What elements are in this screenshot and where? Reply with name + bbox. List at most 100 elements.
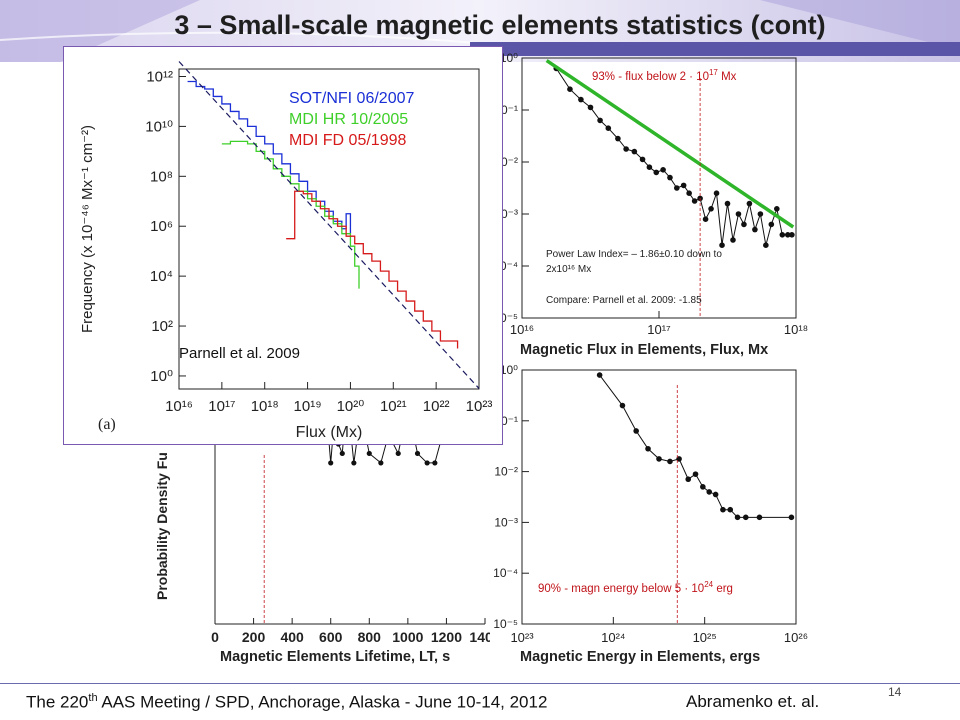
x-tick-label: 10²⁵ bbox=[693, 630, 717, 645]
data-point bbox=[656, 456, 662, 462]
y-axis-label: Frequency (x 10⁻⁴⁶ Mx⁻¹ cm⁻²) bbox=[79, 125, 96, 333]
power-law-fit bbox=[545, 59, 795, 229]
data-point bbox=[567, 86, 573, 92]
x-tick-label: 10¹⁷ bbox=[208, 398, 235, 415]
lifetime-chart: 0 200 400 600 800 1000 1200 1400 Probability Den… bbox=[154, 365, 490, 665]
y-tick-label: 10⁻³ bbox=[494, 515, 518, 529]
histogram-series bbox=[286, 190, 459, 349]
data-point bbox=[578, 96, 584, 103]
plot-frame bbox=[521, 57, 797, 319]
legend-entry: MDI HR 10/2005 bbox=[289, 111, 408, 128]
data-point bbox=[691, 198, 698, 204]
data-point bbox=[351, 460, 357, 466]
data-point bbox=[587, 104, 594, 111]
x-tick-label: 200 bbox=[242, 629, 266, 645]
data-point bbox=[768, 221, 775, 228]
data-point bbox=[763, 242, 769, 248]
x-tick-label: 10²¹ bbox=[380, 398, 407, 415]
fit-line bbox=[178, 61, 480, 389]
x-tick-label: 0 bbox=[211, 629, 219, 645]
parnell-chart: 10¹⁶ 10¹⁷ 10¹⁸ 10¹⁹ 10²⁰ 10²¹ 10²² 10²³ 10⁰ 10² 10… bbox=[79, 61, 492, 441]
x-tick-label: 1000 bbox=[392, 629, 423, 645]
data-point bbox=[708, 206, 714, 212]
data-point bbox=[727, 506, 734, 513]
x-axis-label: Flux (Mx) bbox=[296, 424, 363, 441]
y-tick-label: 10¹⁰ bbox=[145, 118, 173, 135]
x-tick-label: 10²⁴ bbox=[601, 630, 625, 645]
y-tick-label: 10⁻⁴ bbox=[493, 566, 518, 580]
data-line bbox=[555, 68, 792, 246]
data-point bbox=[623, 146, 629, 152]
x-tick-label: 10¹⁸ bbox=[251, 398, 279, 415]
data-point bbox=[756, 514, 763, 521]
data-point bbox=[706, 489, 713, 495]
title-accent-bar bbox=[470, 42, 960, 56]
comparison-note: Compare: Parnell et al. 2009: -1.85 bbox=[546, 295, 702, 306]
data-point bbox=[424, 460, 430, 466]
y-tick-label: 10⁻⁵ bbox=[493, 617, 518, 631]
y-tick-label: 10⁰ bbox=[150, 368, 173, 385]
y-tick-label: 10⁰ bbox=[500, 51, 518, 65]
x-tick-label: 10¹⁶ bbox=[510, 322, 534, 337]
power-law-note: Power Law Index= – 1.86±0.10 down to bbox=[546, 249, 722, 260]
data-point bbox=[646, 164, 653, 170]
flux-panel: 10⁰ 10⁻¹ 10⁻² 10⁻³ 10⁻⁴ 10⁻⁵ 10¹⁶ 10¹⁷ 10¹⁸ 93% -… bbox=[480, 50, 810, 366]
data-line bbox=[599, 374, 792, 518]
data-point bbox=[724, 200, 731, 207]
x-tick-label: 10¹⁸ bbox=[784, 322, 808, 337]
data-point bbox=[735, 211, 742, 217]
lifetime-panel: 0 200 400 600 800 1000 1200 1400 Probability Den… bbox=[145, 365, 490, 670]
energy-annotation: 90% - magn energy below 5 · 1024 erg bbox=[538, 580, 733, 595]
y-axis-label: Probability Density Fu bbox=[154, 452, 170, 600]
slide-title: 3 – Small-scale magnetic elements statis… bbox=[174, 10, 826, 40]
data-point bbox=[395, 450, 401, 457]
data-point bbox=[653, 169, 660, 176]
panel-label: (a) bbox=[98, 416, 116, 433]
x-tick-label: 10¹⁷ bbox=[647, 322, 671, 337]
data-point bbox=[378, 460, 384, 466]
data-point bbox=[686, 190, 692, 196]
y-tick-label: 10² bbox=[151, 318, 173, 335]
x-axis-label: Magnetic Energy in Elements, ergs bbox=[520, 649, 760, 665]
x-tick-label: 10²² bbox=[423, 398, 450, 415]
x-tick-label: 10²⁰ bbox=[337, 398, 365, 415]
y-tick-label: 10¹² bbox=[146, 68, 173, 85]
x-tick-label: 10¹⁹ bbox=[294, 398, 322, 415]
x-tick-label: 800 bbox=[358, 629, 382, 645]
x-axis-label: Magnetic Flux in Elements, Flux, Mx bbox=[520, 342, 768, 358]
data-point bbox=[752, 226, 758, 233]
data-point bbox=[757, 211, 764, 217]
data-point bbox=[712, 491, 719, 498]
x-tick-label: 10²⁶ bbox=[784, 630, 808, 645]
data-point bbox=[366, 450, 372, 457]
x-tick-label: 400 bbox=[280, 629, 304, 645]
data-point bbox=[742, 514, 749, 521]
power-law-note-range: 2x10¹⁶ Mx bbox=[546, 264, 591, 275]
data-point bbox=[328, 460, 334, 466]
data-point bbox=[596, 372, 603, 378]
data-point bbox=[660, 167, 666, 173]
data-point bbox=[674, 185, 680, 191]
data-point bbox=[615, 135, 621, 142]
data-point bbox=[789, 232, 795, 238]
legend-entry: MDI FD 05/1998 bbox=[289, 132, 406, 149]
data-point bbox=[702, 216, 709, 222]
page-number: 14 bbox=[888, 685, 902, 699]
data-point bbox=[734, 514, 741, 521]
data-point bbox=[432, 460, 438, 466]
plot-frame bbox=[178, 68, 480, 390]
y-tick-label: 10⁰ bbox=[500, 365, 518, 377]
y-tick-label: 10⁸ bbox=[150, 168, 173, 185]
data-point bbox=[746, 200, 753, 207]
data-point bbox=[700, 484, 706, 490]
x-tick-label: 10¹⁶ bbox=[165, 398, 193, 415]
x-tick-label: 10²³ bbox=[510, 630, 534, 645]
data-point bbox=[692, 471, 699, 477]
data-point bbox=[784, 232, 791, 238]
data-point bbox=[605, 125, 612, 131]
data-point bbox=[619, 402, 626, 409]
footer-conference: The 220th AAS Meeting / SPD, Anchorage, … bbox=[26, 692, 548, 712]
data-point bbox=[676, 456, 682, 462]
